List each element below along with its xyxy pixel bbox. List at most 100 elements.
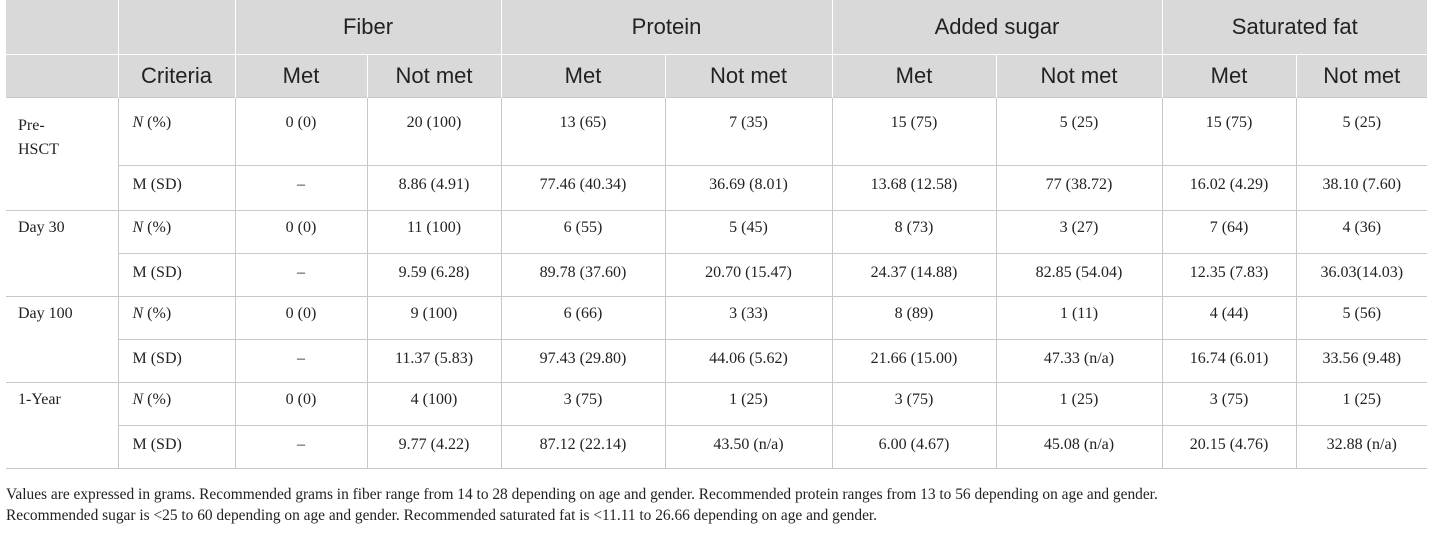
table-cell: 5 (56) [1295,296,1428,340]
table-row: M (SD) – 9.77 (4.22) 87.12 (22.14) 43.50… [6,425,1428,469]
header-row-subcolumns: Criteria Met Not met Met Not met Met Not… [6,54,1428,98]
table-cell: 8 (89) [831,296,996,340]
criteria-label-n: N (%) [117,296,235,340]
table-cell: 77 (38.72) [995,165,1163,211]
header-sub-not-met: Not met [664,54,832,98]
table-row: 1-Year N (%) 0 (0) 4 (100) 3 (75) 1 (25)… [6,382,1428,469]
table-cell: 16.02 (4.29) [1161,165,1297,211]
n-italic: N [132,305,144,322]
header-sub-met: Met [234,54,367,98]
table-cell: 1 (11) [995,296,1163,340]
table-cell: 1 (25) [995,382,1163,426]
header-group-protein: Protein [500,0,832,55]
table-cell: 9.59 (6.28) [366,253,501,297]
table-cell: 5 (25) [995,97,1163,166]
header-sub-not-met: Not met [366,54,501,98]
table-cell: 3 (33) [664,296,832,340]
table-cell: 11.37 (5.83) [366,339,501,383]
table-cell: 9.77 (4.22) [366,425,501,469]
header-blank-cell [6,0,118,55]
table-cell: 13 (65) [500,97,665,166]
table-row: Day 100 N (%) 0 (0) 9 (100) 6 (66) 3 (33… [6,296,1428,383]
table-cell: 5 (45) [664,210,832,254]
header-group-saturated-fat: Saturated fat [1161,0,1428,55]
table-cell: 20.15 (4.76) [1161,425,1297,469]
table-row: M (SD) – 11.37 (5.83) 97.43 (29.80) 44.0… [6,339,1428,383]
header-blank-cell [6,54,118,98]
table-cell: 32.88 (n/a) [1295,425,1428,469]
table-row: M (SD) – 9.59 (6.28) 89.78 (37.60) 20.70… [6,253,1428,297]
timepoint-label: Pre-HSCT [6,97,118,211]
table-cell: 47.33 (n/a) [995,339,1163,383]
n-label-rest: (%) [143,114,172,131]
table-row: Day 30 N (%) 0 (0) 11 (100) 6 (55) 5 (45… [6,210,1428,297]
table-cell: 13.68 (12.58) [831,165,996,211]
table-cell: – [234,339,367,383]
table-cell: – [234,253,367,297]
n-italic: N [132,114,144,131]
table-cell: 21.66 (15.00) [831,339,996,383]
timepoint-label: Day 100 [6,296,118,383]
header-blank-criteria-cell [117,0,235,55]
table-cell: 1 (25) [664,382,832,426]
table-cell: 16.74 (6.01) [1161,339,1297,383]
table-cell: 3 (75) [500,382,665,426]
table-cell: 11 (100) [366,210,501,254]
n-label-rest: (%) [143,391,172,408]
table-cell: 1 (25) [1295,382,1428,426]
table-cell: – [234,425,367,469]
nutrition-criteria-table: Fiber Protein Added sugar Saturated fat … [6,0,1428,469]
criteria-label-n: N (%) [117,210,235,254]
n-label-rest: (%) [143,219,172,236]
table-cell: 7 (35) [664,97,832,166]
table-cell: 82.85 (54.04) [995,253,1163,297]
table-cell: 6.00 (4.67) [831,425,996,469]
table-cell: 4 (36) [1295,210,1428,254]
header-group-added-sugar: Added sugar [831,0,1163,55]
table-footnote: Values are expressed in grams. Recommend… [6,484,1430,526]
table-cell: 12.35 (7.83) [1161,253,1297,297]
table-cell: 3 (27) [995,210,1163,254]
table-cell: 0 (0) [234,296,367,340]
table-cell: 8.86 (4.91) [366,165,501,211]
timepoint-label: 1-Year [6,382,118,469]
header-sub-met: Met [831,54,996,98]
table-cell: 4 (100) [366,382,501,426]
footnote-line: Recommended sugar is <25 to 60 depending… [6,507,878,524]
n-label-rest: (%) [143,305,172,322]
table-cell: 24.37 (14.88) [831,253,996,297]
table-cell: 33.56 (9.48) [1295,339,1428,383]
table-cell: 45.08 (n/a) [995,425,1163,469]
table-cell: 97.43 (29.80) [500,339,665,383]
table-cell: 8 (73) [831,210,996,254]
table-cell: 3 (75) [831,382,996,426]
criteria-label-m: M (SD) [117,253,235,297]
header-sub-not-met: Not met [995,54,1163,98]
table-cell: – [234,165,367,211]
table-cell: 77.46 (40.34) [500,165,665,211]
table-cell: 87.12 (22.14) [500,425,665,469]
n-italic: N [132,391,144,408]
table-cell: 6 (55) [500,210,665,254]
header-criteria: Criteria [117,54,235,98]
table-cell: 20 (100) [366,97,501,166]
table-cell: 9 (100) [366,296,501,340]
footnote-line: Values are expressed in grams. Recommend… [6,486,1158,503]
header-sub-met: Met [1161,54,1297,98]
table-cell: 44.06 (5.62) [664,339,832,383]
table-row: M (SD) – 8.86 (4.91) 77.46 (40.34) 36.69… [6,165,1428,211]
header-sub-not-met: Not met [1295,54,1428,98]
header-row-groups: Fiber Protein Added sugar Saturated fat [6,0,1428,55]
table-cell: 3 (75) [1161,382,1297,426]
table-cell: 6 (66) [500,296,665,340]
table-cell: 38.10 (7.60) [1295,165,1428,211]
table-row: Pre-HSCT N (%) 0 (0) 20 (100) 13 (65) 7 … [6,97,1428,211]
table-cell: 4 (44) [1161,296,1297,340]
table-cell: 36.03(14.03) [1295,253,1428,297]
criteria-label-m: M (SD) [117,165,235,211]
table-cell: 0 (0) [234,382,367,426]
header-group-fiber: Fiber [234,0,501,55]
table-cell: 20.70 (15.47) [664,253,832,297]
header-sub-met: Met [500,54,665,98]
criteria-label-n: N (%) [117,382,235,426]
